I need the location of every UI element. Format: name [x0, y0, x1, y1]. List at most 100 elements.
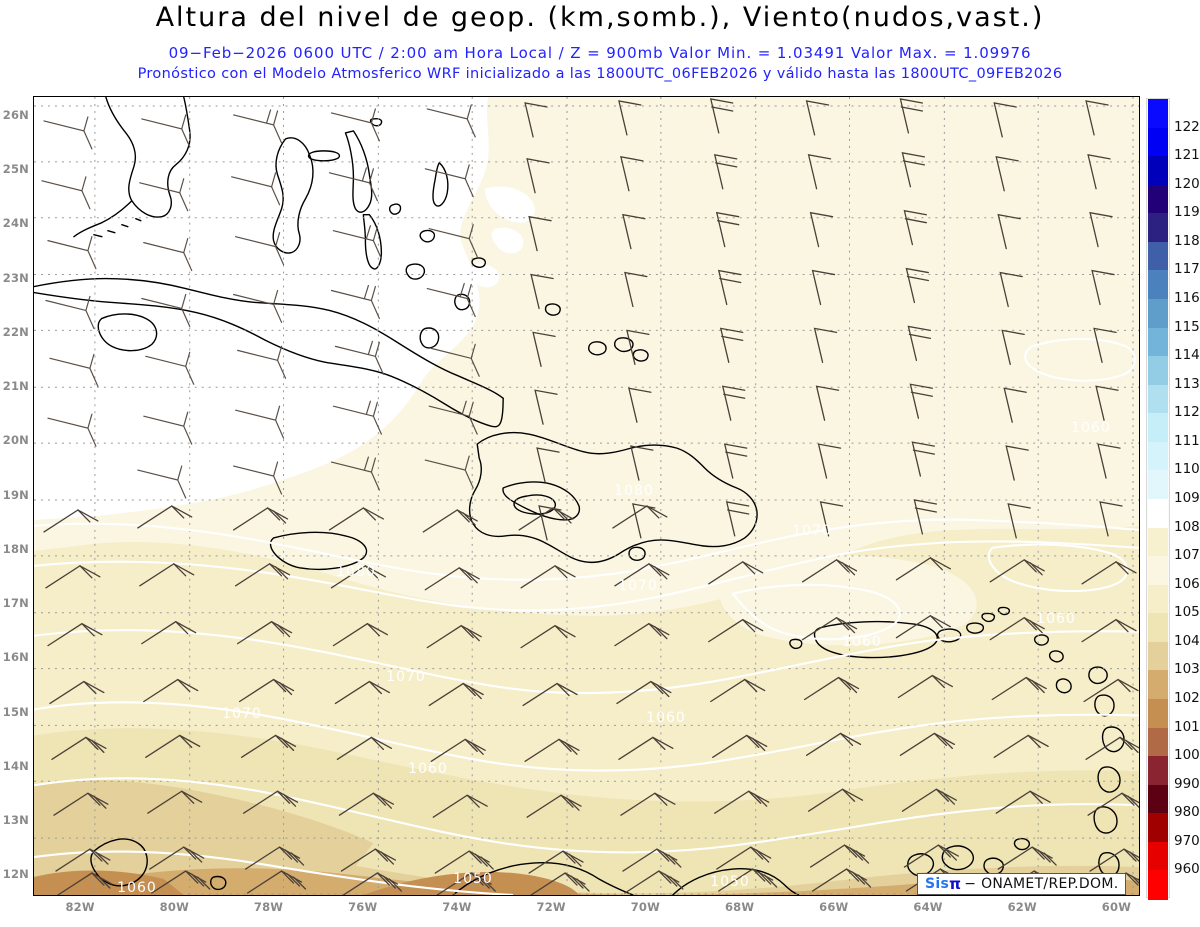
colorbar-label-980: 980 [1174, 804, 1200, 821]
lon-tick-80W: 80W [159, 900, 189, 914]
colorbar-segment-1040 [1148, 613, 1168, 643]
contour-label-1060-6: 1060 [117, 880, 157, 896]
colorbar-segment-1160 [1148, 270, 1168, 300]
lat-lon-grid [34, 97, 1139, 895]
chart-header: Altura del nivel de geop. (km,somb.), Vi… [0, 0, 1200, 92]
lon-tick-78W: 78W [253, 900, 284, 914]
lon-tick-64W: 64W [913, 900, 943, 914]
lat-tick-23N: 23N [2, 270, 29, 285]
colorbar-label-1060: 1060 [1174, 575, 1200, 592]
colorbar-segment-1020 [1148, 670, 1168, 700]
contour-label-1050-13: 1050 [710, 874, 750, 890]
colorbar-label-1080: 1080 [1174, 518, 1200, 535]
lon-tick-70W: 70W [630, 900, 661, 914]
colorbar-segment-1090 [1148, 470, 1168, 500]
colorbar-segment-990 [1148, 756, 1168, 786]
lon-tick-76W: 76W [348, 900, 378, 914]
colorbar-label-1160: 1160 [1174, 290, 1200, 306]
lat-tick-25N: 25N [2, 162, 29, 177]
lat-tick-20N: 20N [2, 433, 29, 448]
colorbar-segment-1060 [1148, 556, 1168, 586]
colorbar-segment-1130 [1148, 356, 1168, 386]
lat-tick-15N: 15N [2, 704, 29, 719]
colorbar-label-1020: 1020 [1174, 690, 1200, 706]
contour-label-1070-3: 1070 [618, 578, 658, 594]
colorbar-segment-1220 [1148, 99, 1168, 129]
colorbar-label-960: 960 [1174, 861, 1200, 878]
colorbar-label-1210: 1210 [1174, 147, 1200, 164]
contour-label-1060-10: 1060 [1036, 611, 1076, 627]
credit-box: Sis π − ONAMET/REP.DOM. [917, 873, 1127, 895]
colorbar-segment-1120 [1148, 384, 1168, 414]
colorbar-label-1170: 1170 [1174, 261, 1200, 278]
subtitle-model-info: Pronóstico con el Modelo Atmosferico WRF… [137, 66, 1063, 82]
contour-label-1070-2: 1070 [386, 669, 426, 685]
colorbar-label-1000: 1000 [1174, 747, 1200, 764]
colorbar-segment-980 [1148, 784, 1168, 814]
colorbar-segment-1100 [1148, 441, 1168, 471]
lat-tick-19N: 19N [2, 487, 29, 502]
credit-org-text: − ONAMET/REP.DOM. [964, 876, 1119, 892]
colorbar-label-1190: 1190 [1174, 204, 1200, 221]
colorbar-label-1050: 1050 [1174, 604, 1200, 621]
colorbar-segment-1200 [1148, 156, 1168, 186]
colorbar-label-1030: 1030 [1174, 661, 1200, 678]
lat-tick-18N: 18N [2, 541, 29, 556]
lat-tick-21N: 21N [2, 379, 29, 394]
lon-tick-62W: 62W [1007, 900, 1037, 914]
colorbar-segment-960 [1148, 841, 1168, 871]
colorbar-label-970: 970 [1174, 832, 1200, 849]
contour-lines-layer [34, 337, 1139, 895]
colorbar-label-1180: 1180 [1174, 232, 1200, 249]
colorbar-label-1150: 1150 [1174, 318, 1200, 335]
colorbar-segment-1180 [1148, 213, 1168, 243]
colorbar-label-1200: 1200 [1174, 175, 1200, 192]
subtitle-valid-time: 09−Feb−2026 0600 UTC / 2:00 am Hora Loca… [168, 44, 1032, 62]
colorbar-segment-1150 [1148, 299, 1168, 329]
credit-sis-text: Sis [925, 876, 950, 892]
colorbar-segment-1070 [1148, 527, 1168, 557]
contour-label-1050-12: 1050 [453, 871, 493, 887]
lon-tick-68W: 68W [724, 900, 755, 914]
map-plot-area[interactable]: 1080 1080 1070 1070 1070 1070 1060 1060 1060 1060… [33, 96, 1140, 896]
colorbar-segment-1050 [1148, 584, 1168, 614]
wind-barbs-layer [41, 98, 1139, 895]
colorbar[interactable] [1146, 98, 1170, 900]
colorbar-label-1220: 1220 [1174, 118, 1200, 135]
colorbar-label-1040: 1040 [1174, 632, 1200, 649]
colorbar-label-990: 990 [1174, 775, 1200, 792]
colorbar-segment-1000 [1148, 727, 1168, 757]
contour-label-1070-4: 1070 [792, 523, 832, 539]
colorbar-segment-1210 [1148, 127, 1168, 157]
colorbar-segment-1010 [1148, 699, 1168, 729]
colorbar-segment-970 [1148, 813, 1168, 843]
credit-pi-symbol: π [949, 875, 962, 893]
contour-label-1060-9: 1060 [842, 634, 882, 650]
lat-tick-17N: 17N [2, 596, 29, 611]
page-title: Altura del nivel de geop. (km,somb.), Vi… [155, 2, 1045, 33]
colorbar-label-1070: 1070 [1174, 547, 1200, 564]
contour-label-1080-0: 1080 [336, 564, 376, 580]
contour-label-1060-8: 1060 [646, 710, 686, 726]
colorbar-label-1130: 1130 [1174, 375, 1200, 392]
lat-tick-26N: 26N [2, 107, 29, 122]
contour-label-1060-11: 1060 [1071, 420, 1111, 436]
lat-tick-12N: 12N [2, 867, 29, 882]
lat-tick-13N: 13N [2, 813, 29, 828]
geopotential-shading-layer [34, 97, 1139, 895]
lat-tick-14N: 14N [2, 758, 29, 773]
lon-tick-72W: 72W [536, 900, 566, 914]
lon-tick-82W: 82W [65, 900, 95, 914]
lon-tick-60W: 60W [1101, 900, 1132, 914]
colorbar-label-1090: 1090 [1174, 490, 1200, 506]
lon-tick-66W: 66W [819, 900, 849, 914]
colorbar-segment-1140 [1148, 327, 1168, 357]
lon-tick-74W: 74W [442, 900, 472, 914]
lat-tick-22N: 22N [2, 324, 29, 339]
lat-tick-16N: 16N [2, 650, 29, 665]
colorbar-segment-1190 [1148, 184, 1168, 214]
colorbar-segment-base [1148, 870, 1168, 900]
